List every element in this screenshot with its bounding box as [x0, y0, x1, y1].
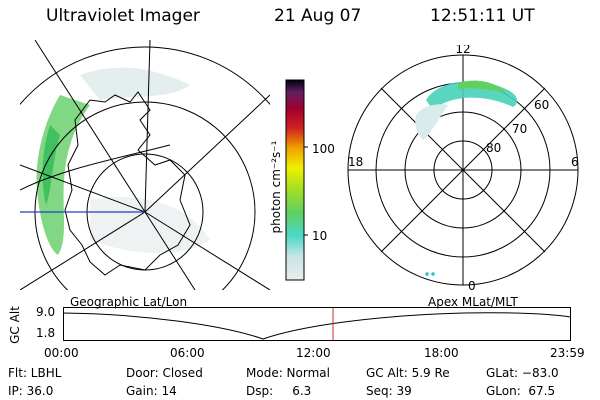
colorbar-tick-label-100: 100	[312, 142, 335, 156]
mlt-label-0: 0	[468, 279, 476, 293]
aurora-emission-geo-core	[42, 125, 60, 205]
colorbar-label: photon cm⁻²s⁻¹	[269, 140, 283, 234]
dsp-info: Dsp: 6.3	[246, 384, 312, 398]
time-tick-1200: 12:00	[296, 346, 331, 360]
altitude-axis-label: GC Alt	[7, 306, 22, 344]
aurora-diffuse-polar	[415, 104, 448, 140]
colorbar	[285, 79, 308, 281]
coastline	[64, 91, 191, 276]
geo-coords-title: Geographic Lat/Lon	[70, 295, 188, 309]
altitude-timeline	[63, 307, 571, 341]
time-tick-0000: 00:00	[44, 346, 79, 360]
gain-info: Gain: 14	[126, 384, 177, 398]
altitude-frame	[63, 307, 571, 341]
gc-altitude-info: GC Alt: 5.9 Re	[366, 366, 450, 380]
ip-info: IP: 36.0	[8, 384, 54, 398]
date-label: 21 Aug 07	[274, 6, 362, 26]
time-tick-2359: 23:59	[550, 346, 585, 360]
altitude-curve	[63, 312, 571, 340]
filter-info: Flt: LBHL	[8, 366, 62, 380]
mode-info: Mode: Normal	[246, 366, 330, 380]
apex-coords-title: Apex MLat/MLT	[428, 295, 518, 309]
altitude-tick-high: 9.0	[36, 305, 56, 319]
mlat-label-70: 70	[512, 122, 527, 136]
glat-info: GLat: −83.0	[486, 366, 559, 380]
polar-plot: 12 18 6 0 60 70 80	[347, 45, 579, 293]
altitude-tick-low: 1.8	[36, 326, 56, 340]
mlt-label-18: 18	[348, 155, 363, 169]
time-label: 12:51:11 UT	[430, 6, 535, 26]
polar-dot-a	[425, 272, 429, 276]
polar-dot-b	[431, 272, 435, 276]
colorbar-tick-label-10: 10	[312, 229, 328, 243]
aurora-diffuse-geo	[80, 67, 190, 100]
mlat-label-60: 60	[534, 98, 549, 112]
mlt-label-12: 12	[455, 45, 470, 56]
mlat-label-80: 80	[486, 141, 501, 155]
instrument-title: Ultraviolet Imager	[46, 6, 200, 26]
sequence-info: Seq: 39	[366, 384, 412, 398]
time-tick-1800: 18:00	[424, 346, 459, 360]
door-info: Door: Closed	[126, 366, 203, 380]
time-tick-0600: 06:00	[170, 346, 205, 360]
colorbar-scale	[285, 79, 305, 281]
aurora-oval-polar-core	[458, 80, 506, 93]
mlt-label-6: 6	[571, 155, 579, 169]
geographic-map	[20, 40, 270, 290]
glon-info: GLon: 67.5	[486, 384, 556, 398]
aurora-diffuse-geo-2	[90, 196, 210, 254]
